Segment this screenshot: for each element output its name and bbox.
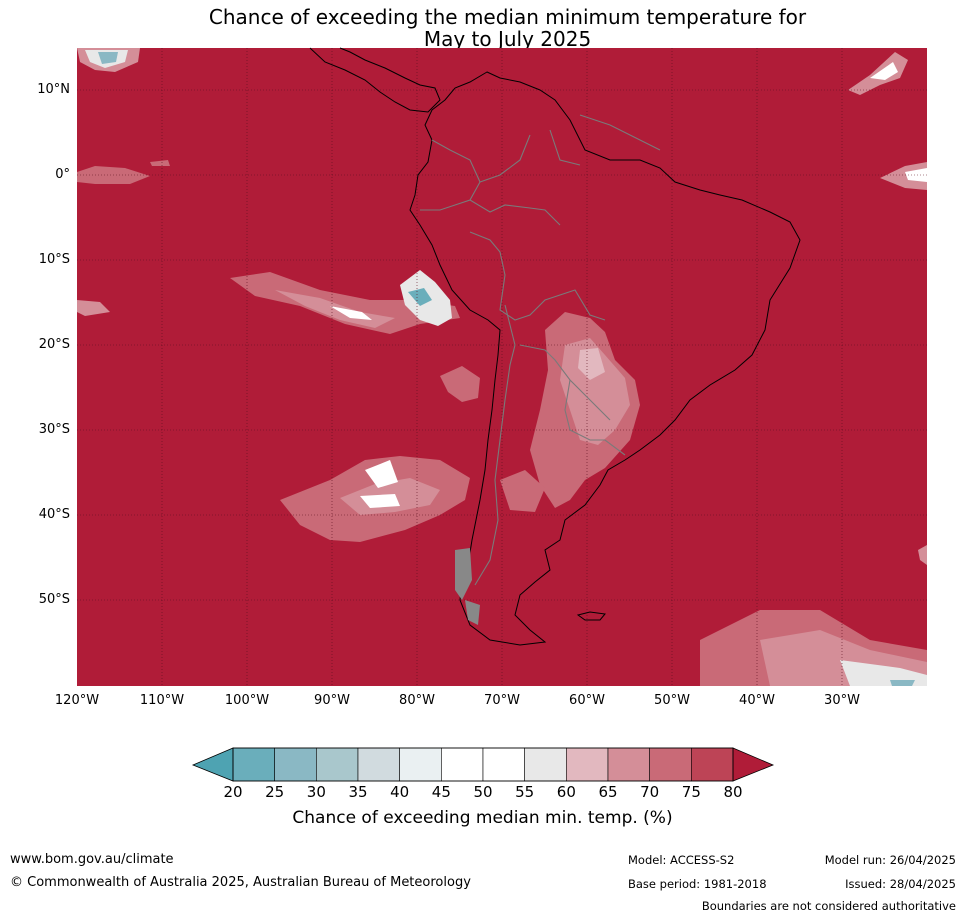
lat-label-20s: 20°S bbox=[38, 337, 70, 352]
colorbar-segment bbox=[566, 747, 609, 782]
colorbar-segment bbox=[399, 747, 442, 782]
colorbar-low-arrow bbox=[191, 747, 234, 782]
colorbar-segment bbox=[649, 747, 692, 782]
map-title-line-1: Chance of exceeding the median minimum t… bbox=[208, 5, 807, 29]
colorbar-tick-label: 60 bbox=[556, 783, 576, 801]
colorbar-tick-label: 75 bbox=[681, 783, 701, 801]
lon-label-50w: 50°W bbox=[654, 693, 690, 708]
copyright-text: © Commonwealth of Australia 2025, Austra… bbox=[10, 875, 471, 890]
colorbar-segment bbox=[524, 747, 567, 782]
contour-patch bbox=[440, 366, 480, 402]
lon-label-40w: 40°W bbox=[739, 693, 775, 708]
contour-patch bbox=[870, 62, 898, 80]
contour-patch bbox=[408, 288, 432, 306]
colorbar-outline bbox=[232, 747, 734, 782]
colorbar-tick-label: 40 bbox=[390, 783, 410, 801]
colorbar-segment bbox=[441, 747, 484, 782]
lon-label-120w: 120°W bbox=[54, 693, 100, 708]
colorbar-high-arrow bbox=[732, 747, 775, 782]
base-period-text: Base period: 1981-2018 bbox=[628, 877, 767, 891]
lat-label-40s: 40°S bbox=[38, 507, 70, 522]
colorbar-tick-label: 70 bbox=[640, 783, 660, 801]
contour-patch bbox=[330, 306, 372, 320]
colorbar-label: Chance of exceeding median min. temp. (%… bbox=[292, 808, 673, 828]
colorbar-segment bbox=[691, 747, 734, 782]
colorbar-segment bbox=[232, 747, 275, 782]
lon-label-110w: 110°W bbox=[139, 693, 185, 708]
colorbar-segment bbox=[357, 747, 400, 782]
contour-patch bbox=[365, 460, 398, 488]
contour-patch bbox=[578, 348, 605, 380]
colorbar-tick-label: 45 bbox=[431, 783, 451, 801]
contour-patch bbox=[98, 52, 118, 64]
colorbar-tick-label: 55 bbox=[515, 783, 535, 801]
colorbar-tick-label: 25 bbox=[265, 783, 285, 801]
country-borders bbox=[420, 114, 661, 586]
colorbar-segment bbox=[482, 747, 525, 782]
lon-label-100w: 100°W bbox=[224, 693, 270, 708]
central-america-coastline bbox=[309, 47, 441, 113]
contour-patch bbox=[500, 470, 545, 512]
lat-label-0: 0° bbox=[55, 167, 70, 182]
colorbar-tick-label: 65 bbox=[598, 783, 618, 801]
falklands-coastline bbox=[576, 611, 606, 621]
colorbar-segment bbox=[607, 747, 650, 782]
lat-label-30s: 30°S bbox=[38, 422, 70, 437]
contour-patch bbox=[905, 168, 927, 182]
contour-patch bbox=[77, 300, 110, 316]
colorbar-tick-label: 20 bbox=[223, 783, 243, 801]
coastlines bbox=[309, 47, 801, 646]
lat-label-10n: 10°N bbox=[37, 82, 70, 97]
contour-patch bbox=[150, 160, 170, 166]
contour-patch bbox=[360, 494, 400, 508]
lon-label-30w: 30°W bbox=[824, 693, 860, 708]
disclaimer-text: Boundaries are not considered authoritat… bbox=[701, 899, 956, 913]
colorbar-tick-label: 30 bbox=[306, 783, 326, 801]
contour-patch bbox=[890, 680, 915, 686]
model-text: Model: ACCESS-S2 bbox=[628, 853, 735, 867]
lon-label-90w: 90°W bbox=[314, 693, 350, 708]
colorbar-segment bbox=[274, 747, 317, 782]
contour-patch bbox=[230, 272, 460, 334]
graticule bbox=[77, 48, 927, 686]
contour-patch bbox=[560, 338, 630, 445]
colorbar-tick-label: 50 bbox=[473, 783, 493, 801]
model-run-text: Model run: 26/04/2025 bbox=[824, 853, 956, 867]
lon-label-70w: 70°W bbox=[484, 693, 520, 708]
website-link[interactable]: www.bom.gov.au/climate bbox=[10, 852, 174, 867]
southern-chile-fjords bbox=[455, 548, 480, 625]
colorbar-tick-label: 35 bbox=[348, 783, 368, 801]
colorbar-segment bbox=[316, 747, 359, 782]
lat-label-50s: 50°S bbox=[38, 592, 70, 607]
lon-label-60w: 60°W bbox=[569, 693, 605, 708]
colorbar-tick-label: 80 bbox=[723, 783, 743, 801]
contour-patch bbox=[880, 162, 927, 190]
map-title-line-2: May to July 2025 bbox=[423, 27, 592, 51]
contour-patch bbox=[840, 660, 927, 686]
contour-patch bbox=[918, 545, 927, 565]
lat-label-10s: 10°S bbox=[38, 252, 70, 267]
issued-text: Issued: 28/04/2025 bbox=[845, 877, 956, 891]
south-america-coastline bbox=[409, 71, 801, 646]
lon-label-80w: 80°W bbox=[399, 693, 435, 708]
